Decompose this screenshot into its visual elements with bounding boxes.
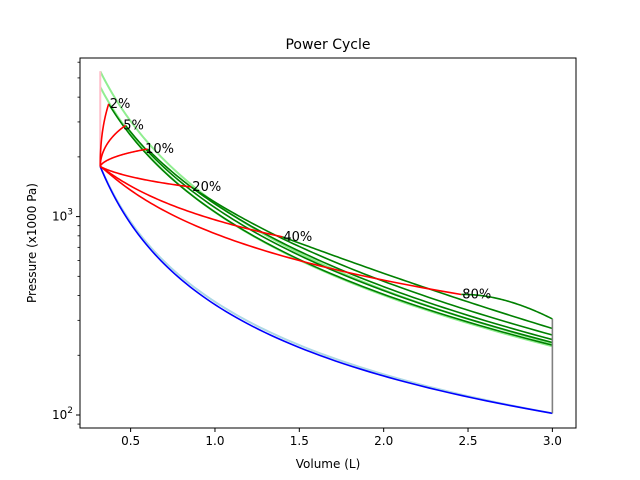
series-layer <box>99 70 554 415</box>
annotation-layer: 2% 5%10% 20% 40% 80% <box>110 97 492 303</box>
series-combustion-10 <box>99 148 148 167</box>
series-combustion-20 <box>99 165 192 188</box>
annotation-2pct: 2% <box>110 97 131 112</box>
series-combustion-40 <box>99 165 283 238</box>
x-tick-label: 1.0 <box>205 434 224 448</box>
series-expansion-10 <box>146 148 553 341</box>
series-expansion-80 <box>461 293 553 320</box>
x-tick-label: 1.5 <box>290 434 309 448</box>
x-tick-label: 2.0 <box>374 434 393 448</box>
plot-background <box>80 58 576 428</box>
y-tick-label: 102 <box>52 406 73 422</box>
x-axis-label: Volume (L) <box>296 457 361 471</box>
series-compression-ideal <box>99 166 553 415</box>
x-tick-label: 0.5 <box>121 434 140 448</box>
plot-frame <box>79 57 577 429</box>
series-expansion-2 <box>107 103 553 346</box>
x-axis: 0.5 1.0 1.5 2.0 2.5 3.0 <box>121 428 562 448</box>
annotation-5pct: 5% <box>123 118 144 133</box>
plot-area: 2% 5%10% 20% 40% 80% <box>79 57 577 429</box>
series-combustion-5 <box>99 124 127 167</box>
chart-title: Power Cycle <box>285 37 370 53</box>
x-tick-label: 3.0 <box>543 434 562 448</box>
series-expansion-20 <box>190 186 553 336</box>
annotation-20pct: 20% <box>192 180 221 195</box>
annotation-10pct: 10% <box>145 142 174 157</box>
series-combustion-80 <box>99 165 462 296</box>
series-combustion-2 <box>99 103 110 167</box>
x-tick-label: 2.5 <box>458 434 477 448</box>
annotation-40pct: 40% <box>283 230 312 245</box>
series-expansion-40 <box>282 236 553 330</box>
y-axis-label: Pressure (x1000 Pa) <box>25 183 39 303</box>
annotation-80pct: 80% <box>462 288 491 303</box>
y-axis: 102 103 <box>52 61 80 425</box>
series-compression <box>99 166 553 415</box>
series-expansion-5 <box>124 124 553 344</box>
y-tick-label: 103 <box>52 208 73 224</box>
